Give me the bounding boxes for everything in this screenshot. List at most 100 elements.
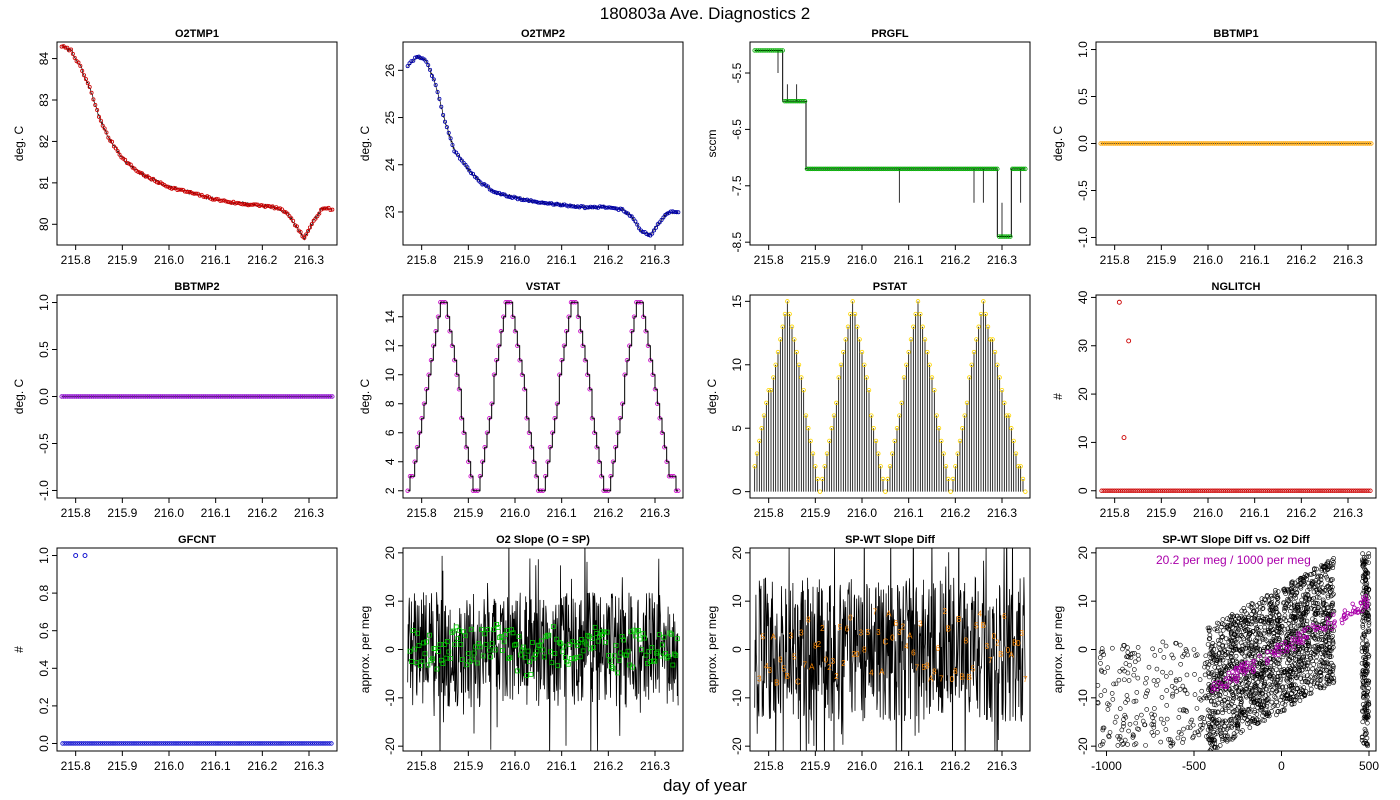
scatter-point (1360, 578, 1365, 584)
sp-marker (450, 628, 456, 634)
scatter-point (1244, 643, 1250, 649)
scatter-point (1258, 707, 1263, 713)
sp-marker (665, 654, 671, 659)
code-label: A (907, 631, 913, 640)
scatter-point (1364, 554, 1369, 560)
zero-point (1351, 488, 1356, 493)
sp-marker (616, 657, 622, 663)
scatter-point (1228, 662, 1234, 667)
data-point (950, 476, 956, 482)
scatter-point (1264, 614, 1270, 620)
zero-point (325, 741, 330, 746)
scatter-point (1284, 669, 1290, 674)
scatter-point (1098, 743, 1103, 748)
zero-point (1286, 488, 1291, 493)
data-point (883, 489, 888, 494)
scatter-point (1190, 722, 1196, 728)
data-point (320, 206, 325, 211)
data-point (802, 99, 808, 104)
data-point (571, 204, 576, 209)
zero-point (1353, 488, 1358, 493)
sp-marker (507, 655, 513, 660)
y-tick-label: 23 (383, 205, 397, 219)
data-point (612, 206, 617, 211)
sp-marker (565, 661, 571, 667)
data-point (1369, 141, 1374, 146)
y-tick-label: 83 (37, 93, 51, 107)
data-point (306, 229, 311, 234)
data-point (955, 451, 960, 456)
scatter-point (1289, 698, 1294, 704)
scatter-point (1363, 663, 1369, 669)
scatter-point (1149, 711, 1154, 717)
scatter-point (1361, 631, 1367, 637)
zero-point (1311, 488, 1316, 493)
scatter-point (1246, 621, 1252, 627)
sp-marker (652, 658, 658, 664)
y-tick-label: 1.0 (37, 294, 51, 311)
scatter-point (1207, 632, 1213, 638)
data-point (789, 324, 795, 329)
plot-area (59, 394, 335, 399)
zero-point (1258, 488, 1264, 493)
data-point (555, 201, 560, 206)
sp-marker (489, 640, 495, 646)
y-tick-label: 15 (730, 294, 744, 308)
zero-point (1200, 488, 1205, 493)
zero-point (306, 741, 311, 746)
data-point (138, 170, 143, 175)
scatter-point (1323, 634, 1329, 640)
data-point (523, 198, 528, 203)
scatter-point (1296, 663, 1302, 669)
scatter-point (1144, 707, 1150, 712)
scatter-point (1220, 707, 1225, 713)
zero-point (249, 741, 254, 746)
zero-point (1240, 488, 1245, 493)
scatter-point (1205, 693, 1211, 698)
data-point (164, 184, 169, 189)
sp-marker (444, 638, 450, 644)
scatter-point (1254, 648, 1259, 654)
data-point (659, 218, 664, 223)
data-point (787, 311, 792, 317)
zero-point (327, 741, 332, 746)
y-tick-label: 24 (383, 158, 397, 172)
scatter-point (1099, 646, 1105, 651)
scatter-point (1151, 722, 1156, 728)
data-point (588, 204, 593, 209)
scatter-point (1318, 574, 1324, 579)
zero-point (1326, 488, 1331, 493)
zero-point (190, 741, 195, 746)
data-point (838, 362, 844, 367)
zero-point (1174, 488, 1180, 493)
sp-marker (515, 668, 520, 674)
sp-marker (600, 632, 606, 637)
code-label: A (1009, 651, 1015, 660)
zero-point (110, 741, 116, 746)
plot-frame (402, 294, 684, 499)
scatter-point (1247, 628, 1253, 633)
data-point (70, 51, 75, 56)
data-point (307, 225, 312, 230)
sp-marker (449, 630, 455, 635)
sp-marker (664, 655, 670, 661)
scatter-point (1363, 682, 1369, 687)
x-tick-label: 215.8 (407, 253, 437, 267)
x-tick-label: 216.3 (294, 253, 324, 267)
scatter-point (1323, 588, 1329, 593)
data-point (405, 64, 410, 69)
sp-marker (409, 659, 414, 664)
scatter-point (1360, 563, 1365, 568)
data-point (444, 125, 449, 130)
data-point (948, 489, 953, 494)
scatter-point (1191, 647, 1197, 652)
scatter-point (1223, 636, 1229, 642)
data-point (843, 337, 848, 342)
data-point (815, 476, 820, 482)
scatter-point (1366, 678, 1372, 684)
sp-marker (413, 660, 419, 665)
scatter-point (1232, 704, 1237, 709)
scatter-point (1284, 633, 1289, 639)
scatter-point (1294, 675, 1299, 681)
